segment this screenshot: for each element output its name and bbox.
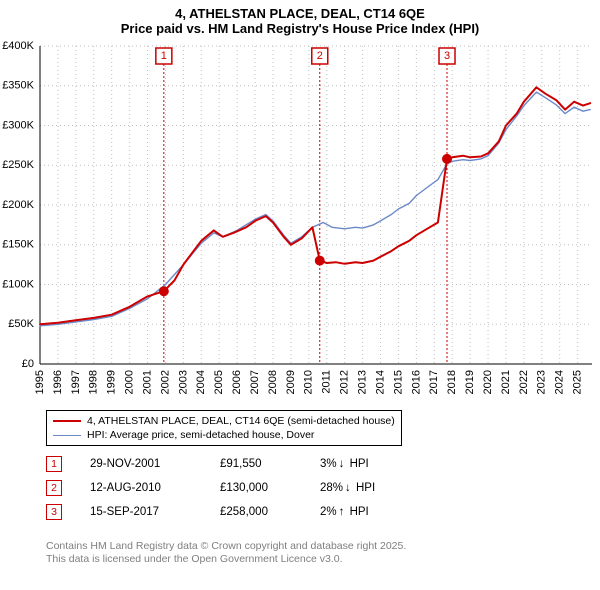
legend: 4, ATHELSTAN PLACE, DEAL, CT14 6QE (semi… (46, 410, 402, 446)
sales-price: £91,550 (220, 458, 320, 470)
x-tick-label: 2000 (124, 370, 136, 394)
sales-marker-box: 1 (46, 456, 62, 472)
arrow-down-icon: ↓ (339, 458, 345, 470)
legend-item: HPI: Average price, semi-detached house,… (53, 428, 395, 442)
y-tick-label: £150K (2, 239, 34, 251)
callout-number: 2 (317, 50, 323, 62)
sales-marker-box: 2 (46, 480, 62, 496)
y-tick-label: £350K (2, 80, 34, 92)
x-tick-label: 1998 (88, 370, 100, 394)
sales-price: £258,000 (220, 506, 320, 518)
x-tick-label: 2007 (249, 370, 261, 394)
footer-line-1: Contains HM Land Registry data © Crown c… (46, 540, 406, 553)
y-tick-label: £300K (2, 119, 34, 131)
legend-swatch (53, 420, 81, 422)
x-tick-label: 2001 (141, 370, 153, 394)
x-tick-label: 1996 (52, 370, 64, 394)
callout-number: 1 (161, 50, 167, 62)
y-tick-label: £400K (2, 40, 34, 52)
sales-delta-pct: 28% (320, 482, 343, 494)
x-tick-label: 2020 (482, 370, 494, 394)
page-root: 4, ATHELSTAN PLACE, DEAL, CT14 6QE Price… (0, 0, 600, 590)
callout-number: 3 (444, 50, 450, 62)
x-tick-label: 1997 (70, 370, 82, 394)
x-tick-label: 2014 (374, 370, 386, 394)
x-tick-label: 2006 (231, 370, 243, 394)
x-tick-label: 2023 (536, 370, 548, 394)
sales-delta-vs: HPI (353, 482, 375, 494)
series-hpi (40, 92, 590, 326)
chart-svg: £0 £50K £100K £150K £200K £250K £300K £350K £400… (0, 0, 600, 410)
sales-delta-vs: HPI (346, 458, 368, 470)
sales-table: 129-NOV-2001£91,5503%↓ HPI212-AUG-2010£1… (46, 452, 410, 524)
x-tick-label: 2016 (410, 370, 422, 394)
x-tick-label: 2018 (446, 370, 458, 394)
chart-area: £0 £50K £100K £150K £200K £250K £300K £350K £400… (0, 0, 600, 410)
x-tick-label: 2010 (303, 370, 315, 394)
x-tick-label: 2021 (500, 370, 512, 394)
sale-marker (443, 154, 452, 163)
sales-row: 3 15-SEP-2017£258,0002%↑ HPI (46, 500, 410, 524)
y-tick-label: £100K (2, 278, 34, 290)
legend-label: 4, ATHELSTAN PLACE, DEAL, CT14 6QE (semi… (87, 415, 395, 427)
x-tick-label: 2009 (285, 370, 297, 394)
sales-row: 1 29-NOV-2001£91,5503%↓ HPI (46, 452, 410, 476)
sales-date: 12-AUG-2010 (90, 482, 220, 494)
x-tick-label: 2022 (518, 370, 530, 394)
x-tick-label: 2008 (267, 370, 279, 394)
x-tick-label: 2015 (392, 370, 404, 394)
legend-item: 4, ATHELSTAN PLACE, DEAL, CT14 6QE (semi… (53, 414, 395, 428)
sales-delta-vs: HPI (346, 506, 368, 518)
sale-marker (315, 256, 324, 265)
sales-date: 15-SEP-2017 (90, 506, 220, 518)
x-tick-label: 2012 (339, 370, 351, 394)
sales-price: £130,000 (220, 482, 320, 494)
sales-delta: 2%↑ HPI (320, 506, 410, 518)
sale-marker (159, 287, 168, 296)
x-tick-label: 2004 (195, 370, 207, 394)
x-tick-label: 1995 (34, 370, 46, 394)
x-tick-label: 2003 (177, 370, 189, 394)
x-tick-label: 2024 (554, 370, 566, 394)
series-price_paid (40, 87, 590, 324)
x-tick-label: 2013 (357, 370, 369, 394)
x-tick-label: 2005 (213, 370, 225, 394)
legend-swatch (53, 435, 81, 436)
x-tick-label: 2019 (464, 370, 476, 394)
footer-line-2: This data is licensed under the Open Gov… (46, 553, 406, 566)
x-tick-label: 2017 (428, 370, 440, 394)
legend-label: HPI: Average price, semi-detached house,… (87, 429, 314, 441)
sales-delta-pct: 2% (320, 506, 337, 518)
x-tick-label: 1999 (106, 370, 118, 394)
sales-row: 2 12-AUG-2010£130,00028%↓ HPI (46, 476, 410, 500)
arrow-down-icon: ↓ (345, 482, 351, 494)
x-tick-label: 2011 (321, 370, 333, 394)
x-tick-label: 2025 (572, 370, 584, 394)
sales-delta-pct: 3% (320, 458, 337, 470)
footer: Contains HM Land Registry data © Crown c… (46, 540, 406, 566)
sales-delta: 28%↓ HPI (320, 482, 410, 494)
x-tick-label: 2002 (159, 370, 171, 394)
y-tick-label: £200K (2, 199, 34, 211)
y-tick-label: £250K (2, 159, 34, 171)
sales-date: 29-NOV-2001 (90, 458, 220, 470)
sales-delta: 3%↓ HPI (320, 458, 410, 470)
y-tick-label: £0 (22, 358, 34, 370)
arrow-up-icon: ↑ (339, 506, 345, 518)
y-tick-label: £50K (8, 318, 34, 330)
sales-marker-box: 3 (46, 504, 62, 520)
